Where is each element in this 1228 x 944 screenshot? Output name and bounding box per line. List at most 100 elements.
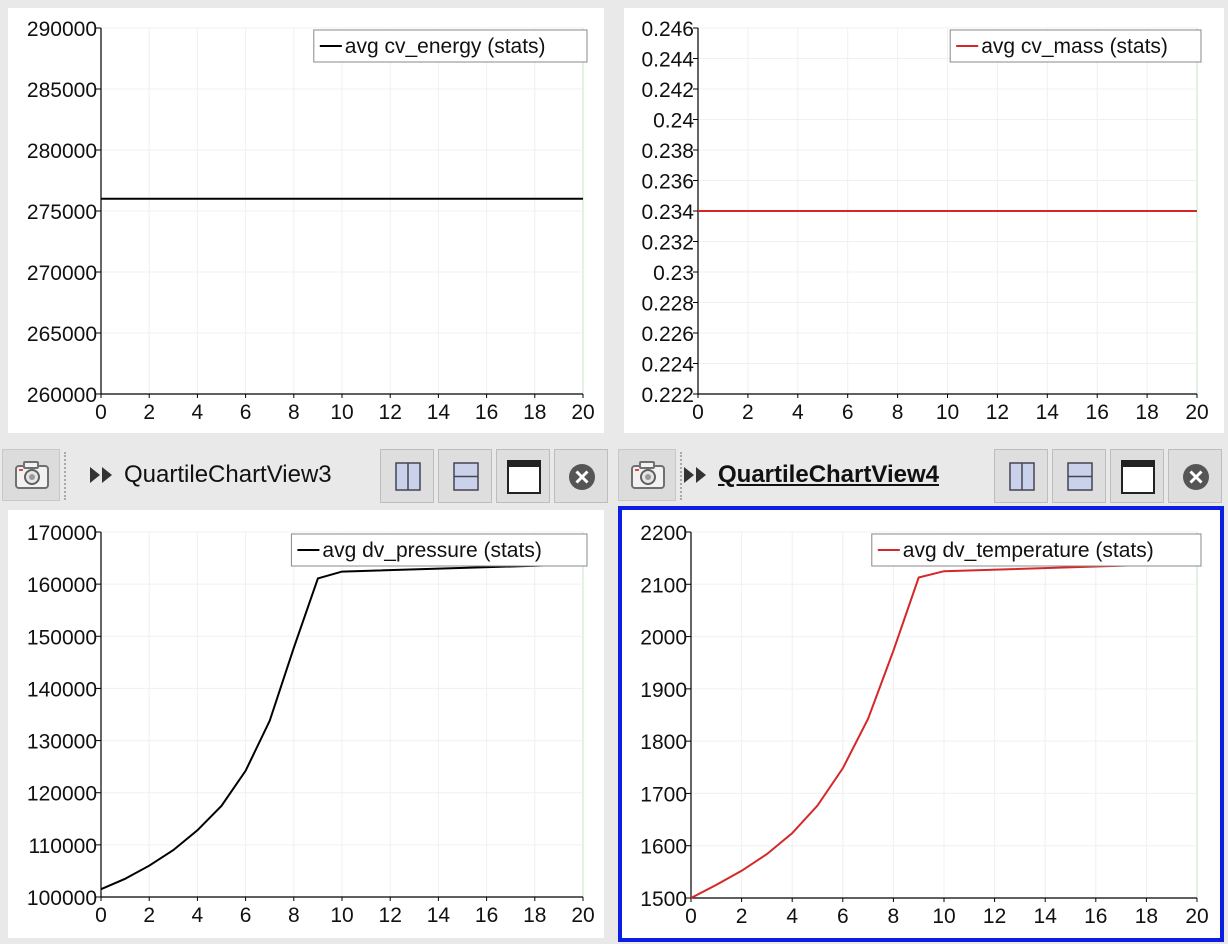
split-vertical-button[interactable] xyxy=(1052,449,1106,503)
y-tick-label: 265000 xyxy=(27,323,97,346)
x-tick-label: 4 xyxy=(192,904,204,927)
chart-pane-dv-pressure[interactable]: 100000 110000 120000 130000 140000 150000 1600… xyxy=(8,510,604,938)
x-tick-label: 20 xyxy=(571,401,594,424)
chart-dv-temperature: 1500 1600 1700 1800 1900 2000 2100 2200 0 2 4 6 8 10 1… xyxy=(640,522,1208,928)
x-tick-label: 10 xyxy=(330,401,353,424)
series-line xyxy=(690,562,1198,899)
capture-screenshot-button[interactable] xyxy=(618,449,676,501)
x-tick-label: 16 xyxy=(475,904,498,927)
capture-screenshot-button[interactable] xyxy=(2,449,60,501)
x-tick-label: 8 xyxy=(288,401,300,424)
legend-box xyxy=(871,533,1202,567)
x-tick-label: 14 xyxy=(427,904,451,927)
x-tick-label: 0 xyxy=(95,904,107,927)
legend-box xyxy=(949,29,1202,63)
legend-label: avg cv_mass (stats) xyxy=(981,35,1168,58)
x-tick-label: 18 xyxy=(523,904,546,927)
x-tick-label: 18 xyxy=(523,401,546,424)
x-tick-label: 2 xyxy=(736,905,748,928)
camera-icon xyxy=(631,461,665,489)
x-tick-label: 8 xyxy=(288,904,300,927)
y-tick-label: 0.246 xyxy=(641,18,694,41)
split-vertical-icon xyxy=(453,462,479,491)
x-tick-label: 0 xyxy=(95,401,107,424)
chevron-double-right-icon[interactable] xyxy=(88,462,118,488)
x-tick-label: 2 xyxy=(143,401,155,424)
legend: avg dv_temperature (stats) xyxy=(871,533,1202,567)
series-line xyxy=(100,563,584,891)
split-horizontal-icon xyxy=(395,462,421,491)
y-tick-label: 280000 xyxy=(27,140,97,163)
y-tick-label: 0.226 xyxy=(641,323,694,346)
grid-lines xyxy=(690,531,1198,899)
x-tick-label: 4 xyxy=(786,905,798,928)
x-tick-label: 16 xyxy=(1084,905,1107,928)
legend-label: avg cv_energy (stats) xyxy=(345,35,546,58)
y-tick-label: 130000 xyxy=(27,731,97,754)
legend: avg cv_energy (stats) xyxy=(313,29,588,63)
view-toolbar-quartile-4: QuartileChartView4 xyxy=(618,448,1226,504)
legend-label: avg dv_temperature (stats) xyxy=(903,539,1154,562)
x-tick-label: 12 xyxy=(379,904,402,927)
y-tick-label: 0.236 xyxy=(641,171,694,194)
close-view-button[interactable] xyxy=(554,449,608,503)
toolbar-separator xyxy=(680,452,682,500)
chart-pane-cv-energy[interactable]: 260000 265000 270000 275000 280000 285000 2900… xyxy=(8,8,604,433)
x-tick-label: 10 xyxy=(932,905,955,928)
y-tick-label: 275000 xyxy=(27,201,97,224)
x-tick-label: 8 xyxy=(892,401,904,424)
y-tick-label: 0.244 xyxy=(641,49,694,72)
y-tick-label: 100000 xyxy=(27,887,97,910)
grid-lines xyxy=(100,531,584,898)
close-icon xyxy=(569,464,595,490)
x-tick-label: 6 xyxy=(240,904,252,927)
chart-pane-dv-temperature[interactable]: 1500 1600 1700 1800 1900 2000 2100 2200 0 2 4 6 8 10 1… xyxy=(618,506,1224,942)
x-tick-label: 4 xyxy=(192,401,204,424)
x-tick-label: 6 xyxy=(837,905,849,928)
y-tick-label: 140000 xyxy=(27,678,97,701)
y-tick-label: 1800 xyxy=(640,731,687,754)
chart-pane-cv-mass[interactable]: 0.222 0.224 0.226 0.228 0.23 0.232 0.234 0.236 0… xyxy=(624,8,1224,433)
maximize-icon xyxy=(507,460,541,494)
x-tick-label: 12 xyxy=(379,401,402,424)
split-horizontal-button[interactable] xyxy=(380,449,434,503)
y-tick-label: 0.228 xyxy=(641,293,694,316)
view-toolbar-quartile-3: QuartileChartView3 xyxy=(2,448,608,504)
x-tick-label: 16 xyxy=(475,401,498,424)
x-tick-label: 18 xyxy=(1135,905,1158,928)
y-tick-label: 120000 xyxy=(27,783,97,806)
x-tick-label: 0 xyxy=(685,905,697,928)
x-tick-label: 20 xyxy=(1185,905,1208,928)
y-tick-label: 0.23 xyxy=(653,262,694,285)
y-tick-label: 0.224 xyxy=(641,354,694,377)
x-tick-label: 2 xyxy=(742,401,754,424)
split-vertical-icon xyxy=(1067,462,1093,491)
split-vertical-button[interactable] xyxy=(438,449,492,503)
legend-label: avg dv_pressure (stats) xyxy=(322,539,541,562)
x-tick-label: 14 xyxy=(1036,401,1060,424)
y-tick-label: 1500 xyxy=(640,888,687,911)
y-tick-label: 0.238 xyxy=(641,140,694,163)
close-view-button[interactable] xyxy=(1168,449,1222,503)
maximize-button[interactable] xyxy=(1110,449,1164,503)
x-tick-label: 12 xyxy=(986,401,1009,424)
x-tick-label: 12 xyxy=(983,905,1006,928)
chart-cv-mass: 0.222 0.224 0.226 0.228 0.23 0.232 0.234 0.236 0… xyxy=(641,18,1208,424)
x-tick-label: 18 xyxy=(1135,401,1158,424)
maximize-button[interactable] xyxy=(496,449,550,503)
split-horizontal-button[interactable] xyxy=(994,449,1048,503)
x-tick-label: 20 xyxy=(1185,401,1208,424)
toolbar-separator xyxy=(64,452,66,500)
y-tick-label: 1700 xyxy=(640,783,687,806)
x-tick-label: 10 xyxy=(936,401,959,424)
chevron-double-right-icon[interactable] xyxy=(682,462,712,488)
y-tick-label: 110000 xyxy=(28,835,97,858)
x-tick-label: 4 xyxy=(792,401,804,424)
x-tick-label: 16 xyxy=(1086,401,1109,424)
legend-box xyxy=(313,29,588,63)
y-tick-label: 0.242 xyxy=(641,79,694,102)
view-title[interactable]: QuartileChartView3 xyxy=(124,461,332,488)
view-title-active[interactable]: QuartileChartView4 xyxy=(718,461,939,488)
x-tick-label: 20 xyxy=(571,904,594,927)
